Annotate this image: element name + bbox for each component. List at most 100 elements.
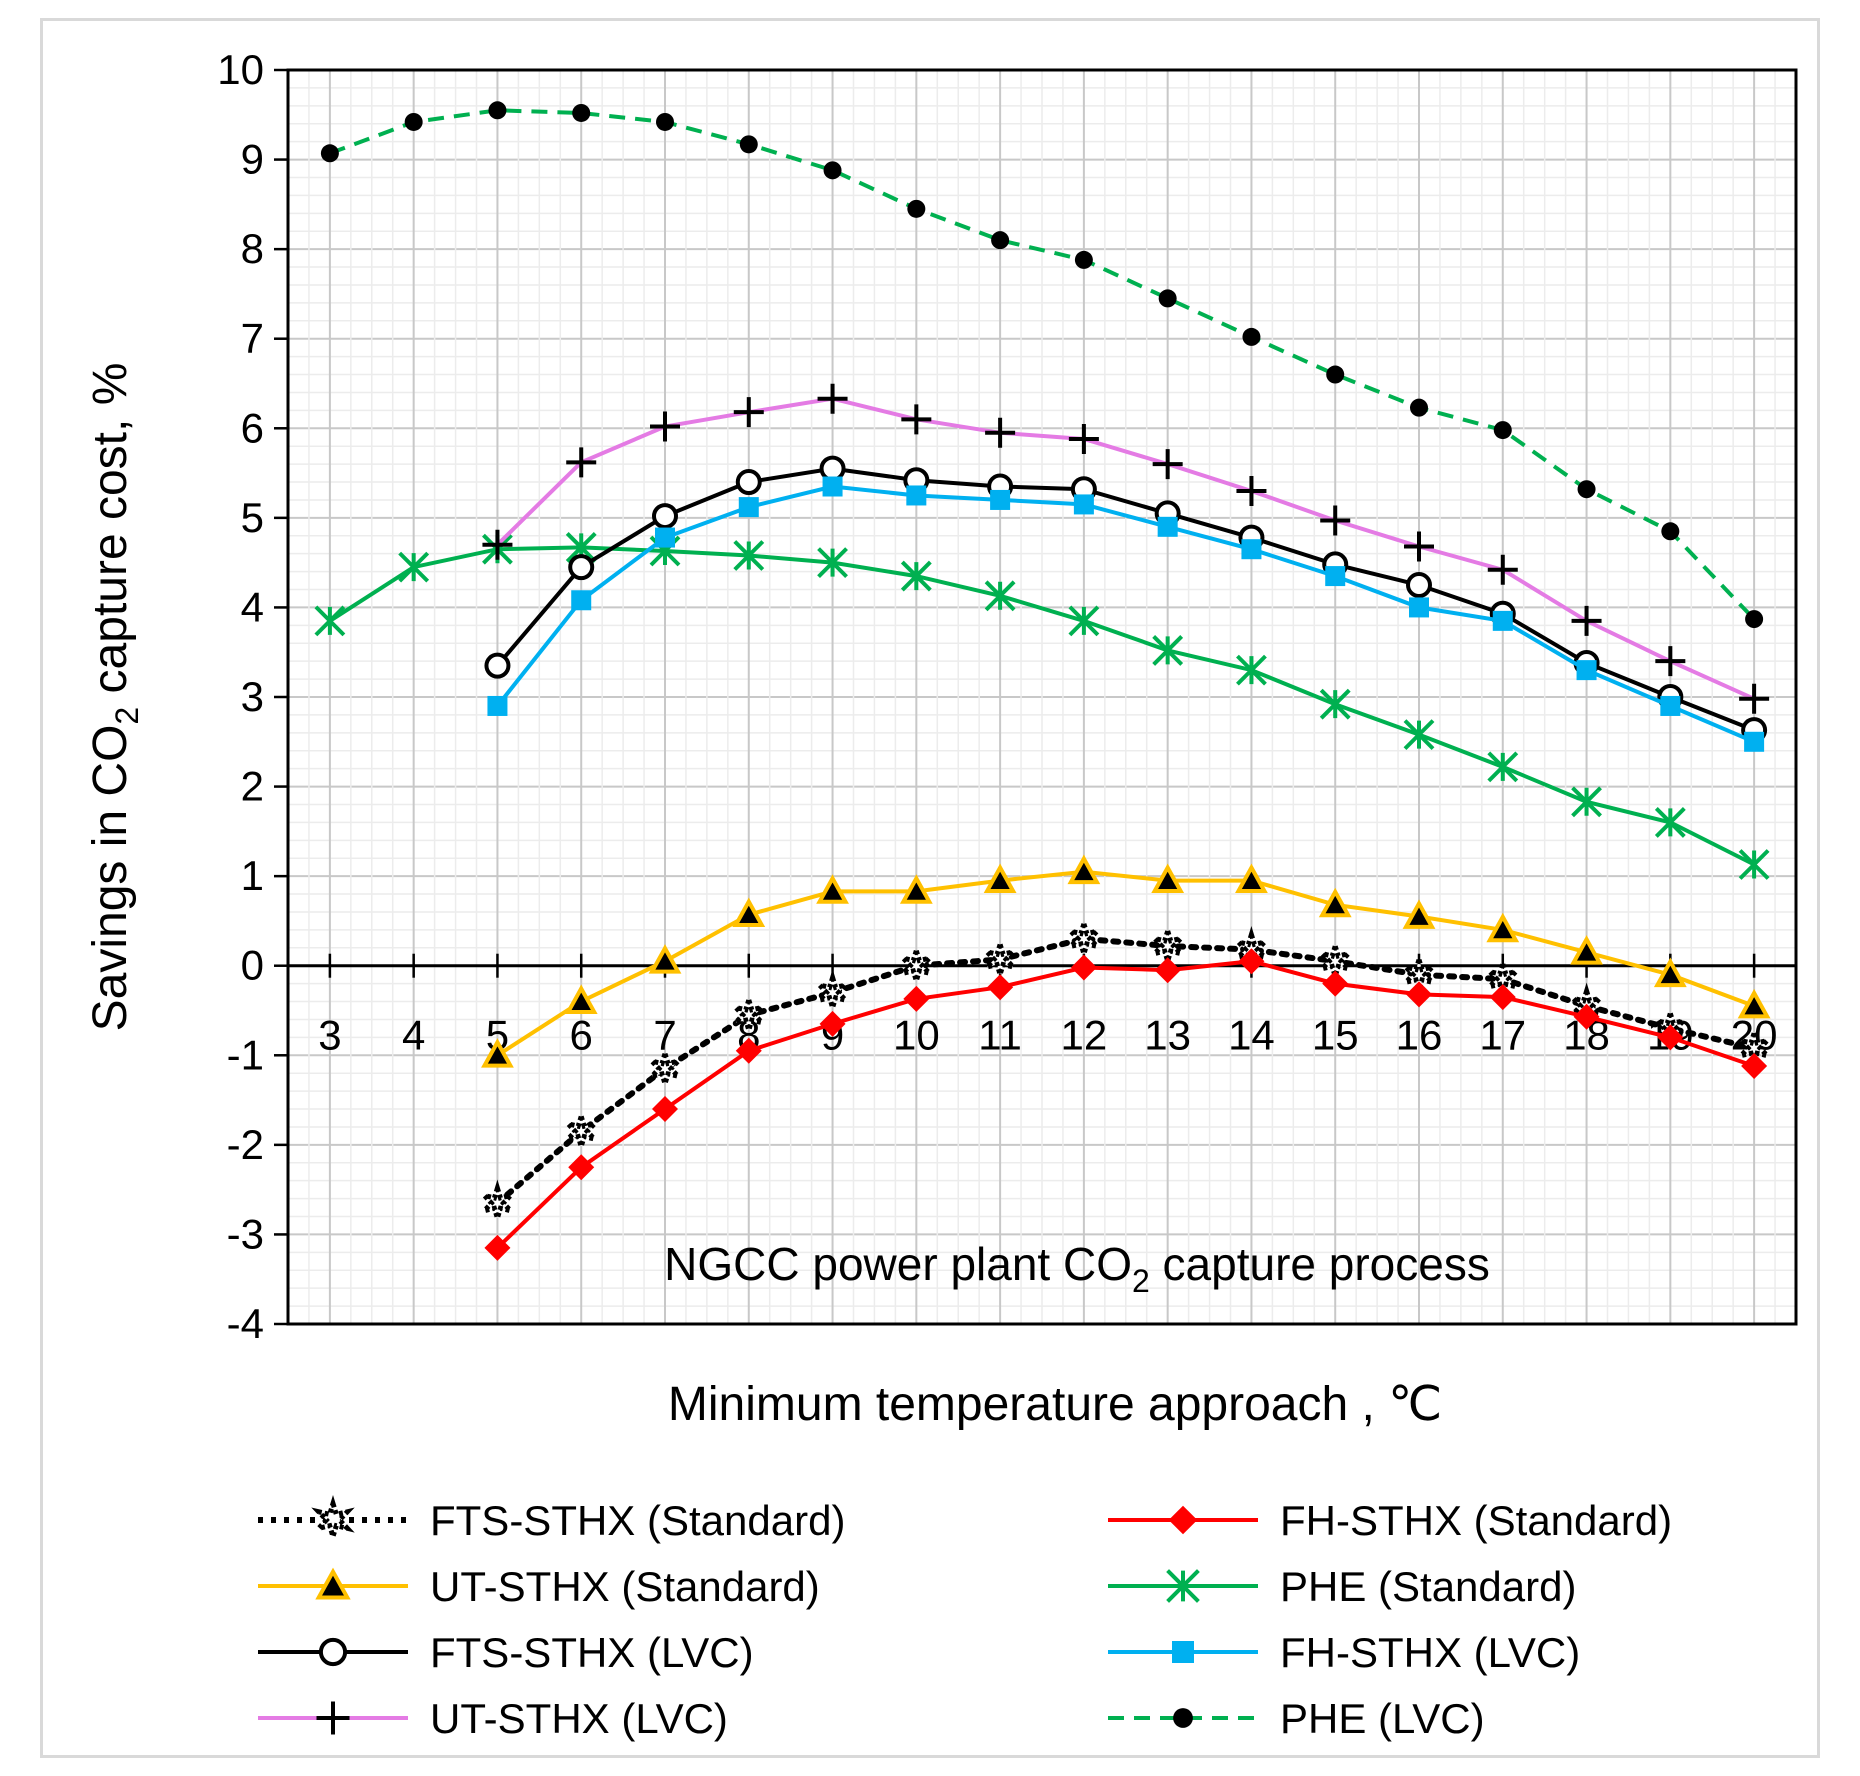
dot-marker	[991, 231, 1010, 250]
diamond-marker	[1154, 957, 1181, 984]
legend-item: FTS-STHX (LVC)	[258, 1629, 754, 1676]
dot-marker	[1661, 522, 1680, 541]
circle-marker	[735, 469, 762, 496]
series-line	[329, 108, 1756, 621]
x-tick-label: 5	[486, 1012, 509, 1059]
circle-marker	[568, 554, 595, 581]
triangle-marker	[1151, 863, 1185, 894]
star-marker	[812, 969, 853, 1017]
annotation-tail: capture process	[1150, 1238, 1490, 1290]
y-tick-label: 10	[217, 46, 264, 93]
legend-item: FTS-STHX (Standard)	[258, 1494, 845, 1546]
x-tick-label: 7	[653, 1012, 676, 1059]
triangle-marker	[1737, 988, 1771, 1019]
asterisk-marker	[398, 551, 430, 583]
plus-marker	[1320, 505, 1351, 536]
series-fh-sthx-lvc-	[487, 476, 1765, 752]
y-tick-label: -1	[227, 1031, 264, 1078]
plus-marker	[482, 529, 513, 560]
grid	[287, 69, 1797, 1325]
triangle-marker	[983, 863, 1017, 894]
star-marker	[644, 1045, 686, 1093]
series-line	[328, 545, 1755, 867]
y-tick-label: 5	[241, 494, 264, 541]
legend-label: UT-STHX (LVC)	[430, 1695, 728, 1742]
circle-marker	[1406, 572, 1432, 599]
square-marker	[1241, 539, 1262, 560]
star-marker	[311, 1494, 355, 1546]
square-marker	[1157, 516, 1178, 537]
y-tick-label: 1	[241, 852, 264, 899]
plot-annotation: NGCC power plant CO2 capture process	[664, 1238, 1490, 1299]
triangle-marker	[564, 984, 598, 1014]
dot-marker	[320, 144, 339, 163]
dot-marker	[823, 161, 842, 180]
plus-marker	[316, 1701, 350, 1735]
legend-label: FTS-STHX (Standard)	[430, 1497, 845, 1544]
asterisk-marker	[817, 547, 848, 579]
series-ut-sthx-standard-	[481, 854, 1771, 1068]
star-marker	[1063, 915, 1105, 963]
legend-label: PHE (LVC)	[1280, 1695, 1485, 1742]
dot-marker	[1173, 1708, 1193, 1728]
square-marker	[1576, 660, 1597, 681]
legend-item: FH-STHX (LVC)	[1108, 1629, 1580, 1676]
asterisk-marker	[1487, 751, 1519, 783]
asterisk-marker	[1738, 849, 1770, 880]
diamond-marker	[1168, 1505, 1198, 1535]
diamond-marker	[1238, 948, 1265, 975]
star-marker	[895, 942, 937, 990]
dot-marker	[1577, 480, 1596, 499]
y-tick-label: 4	[241, 583, 264, 630]
y-axis-title: Savings in CO2 capture cost, %	[84, 363, 145, 1032]
y-tick-label: -2	[227, 1121, 264, 1168]
x-tick-label: 11	[978, 1012, 1022, 1059]
square-marker	[990, 489, 1011, 510]
star-marker	[1733, 1024, 1775, 1072]
star-marker	[979, 935, 1021, 983]
star-marker	[1482, 955, 1524, 1003]
y-axis-title-sub: 2	[109, 707, 145, 725]
plus-marker	[1739, 683, 1770, 714]
dot-marker	[739, 135, 758, 154]
y-tick-label: 2	[241, 763, 264, 810]
triangle-marker	[481, 1038, 514, 1068]
plus-marker	[985, 417, 1016, 448]
asterisk-marker	[1571, 786, 1602, 818]
series-line	[495, 466, 1755, 732]
plus-marker	[1236, 475, 1267, 506]
triangle-marker	[315, 1567, 351, 1600]
y-tick-label: 9	[241, 136, 264, 183]
square-marker	[906, 485, 927, 506]
circle-marker	[819, 455, 846, 482]
triangle-marker	[1486, 912, 1520, 943]
diamond-marker	[987, 974, 1014, 1001]
triangle-marker	[1318, 887, 1352, 918]
diamond-marker	[1741, 1053, 1768, 1080]
star-marker	[728, 991, 770, 1039]
asterisk-marker	[733, 540, 765, 571]
diamond-marker	[484, 1234, 511, 1261]
dot-marker	[1158, 289, 1177, 308]
dot-marker	[1745, 610, 1764, 629]
square-marker	[571, 590, 592, 611]
series-line	[494, 935, 1758, 1207]
diamond-marker	[1573, 1003, 1600, 1030]
x-tick-label: 6	[570, 1012, 593, 1059]
plus-marker	[901, 404, 932, 435]
x-tick-label: 14	[1228, 1012, 1275, 1059]
legend-item: PHE (Standard)	[1108, 1563, 1576, 1610]
plus-marker	[650, 411, 680, 442]
x-tick-label: 10	[893, 1012, 940, 1059]
square-marker	[655, 527, 675, 548]
series-line	[496, 959, 1755, 1250]
asterisk-marker	[1166, 1569, 1200, 1603]
legend: FTS-STHX (Standard) FH-STHX (Standard) UT-…	[258, 1494, 1672, 1742]
triangle-marker	[1235, 863, 1268, 894]
plus-marker	[817, 383, 848, 414]
x-tick-label: 3	[318, 1012, 341, 1059]
diamond-marker	[652, 1096, 678, 1123]
diamond-marker	[1489, 984, 1516, 1011]
triangle-marker	[1570, 935, 1603, 965]
square-marker	[1492, 610, 1513, 631]
